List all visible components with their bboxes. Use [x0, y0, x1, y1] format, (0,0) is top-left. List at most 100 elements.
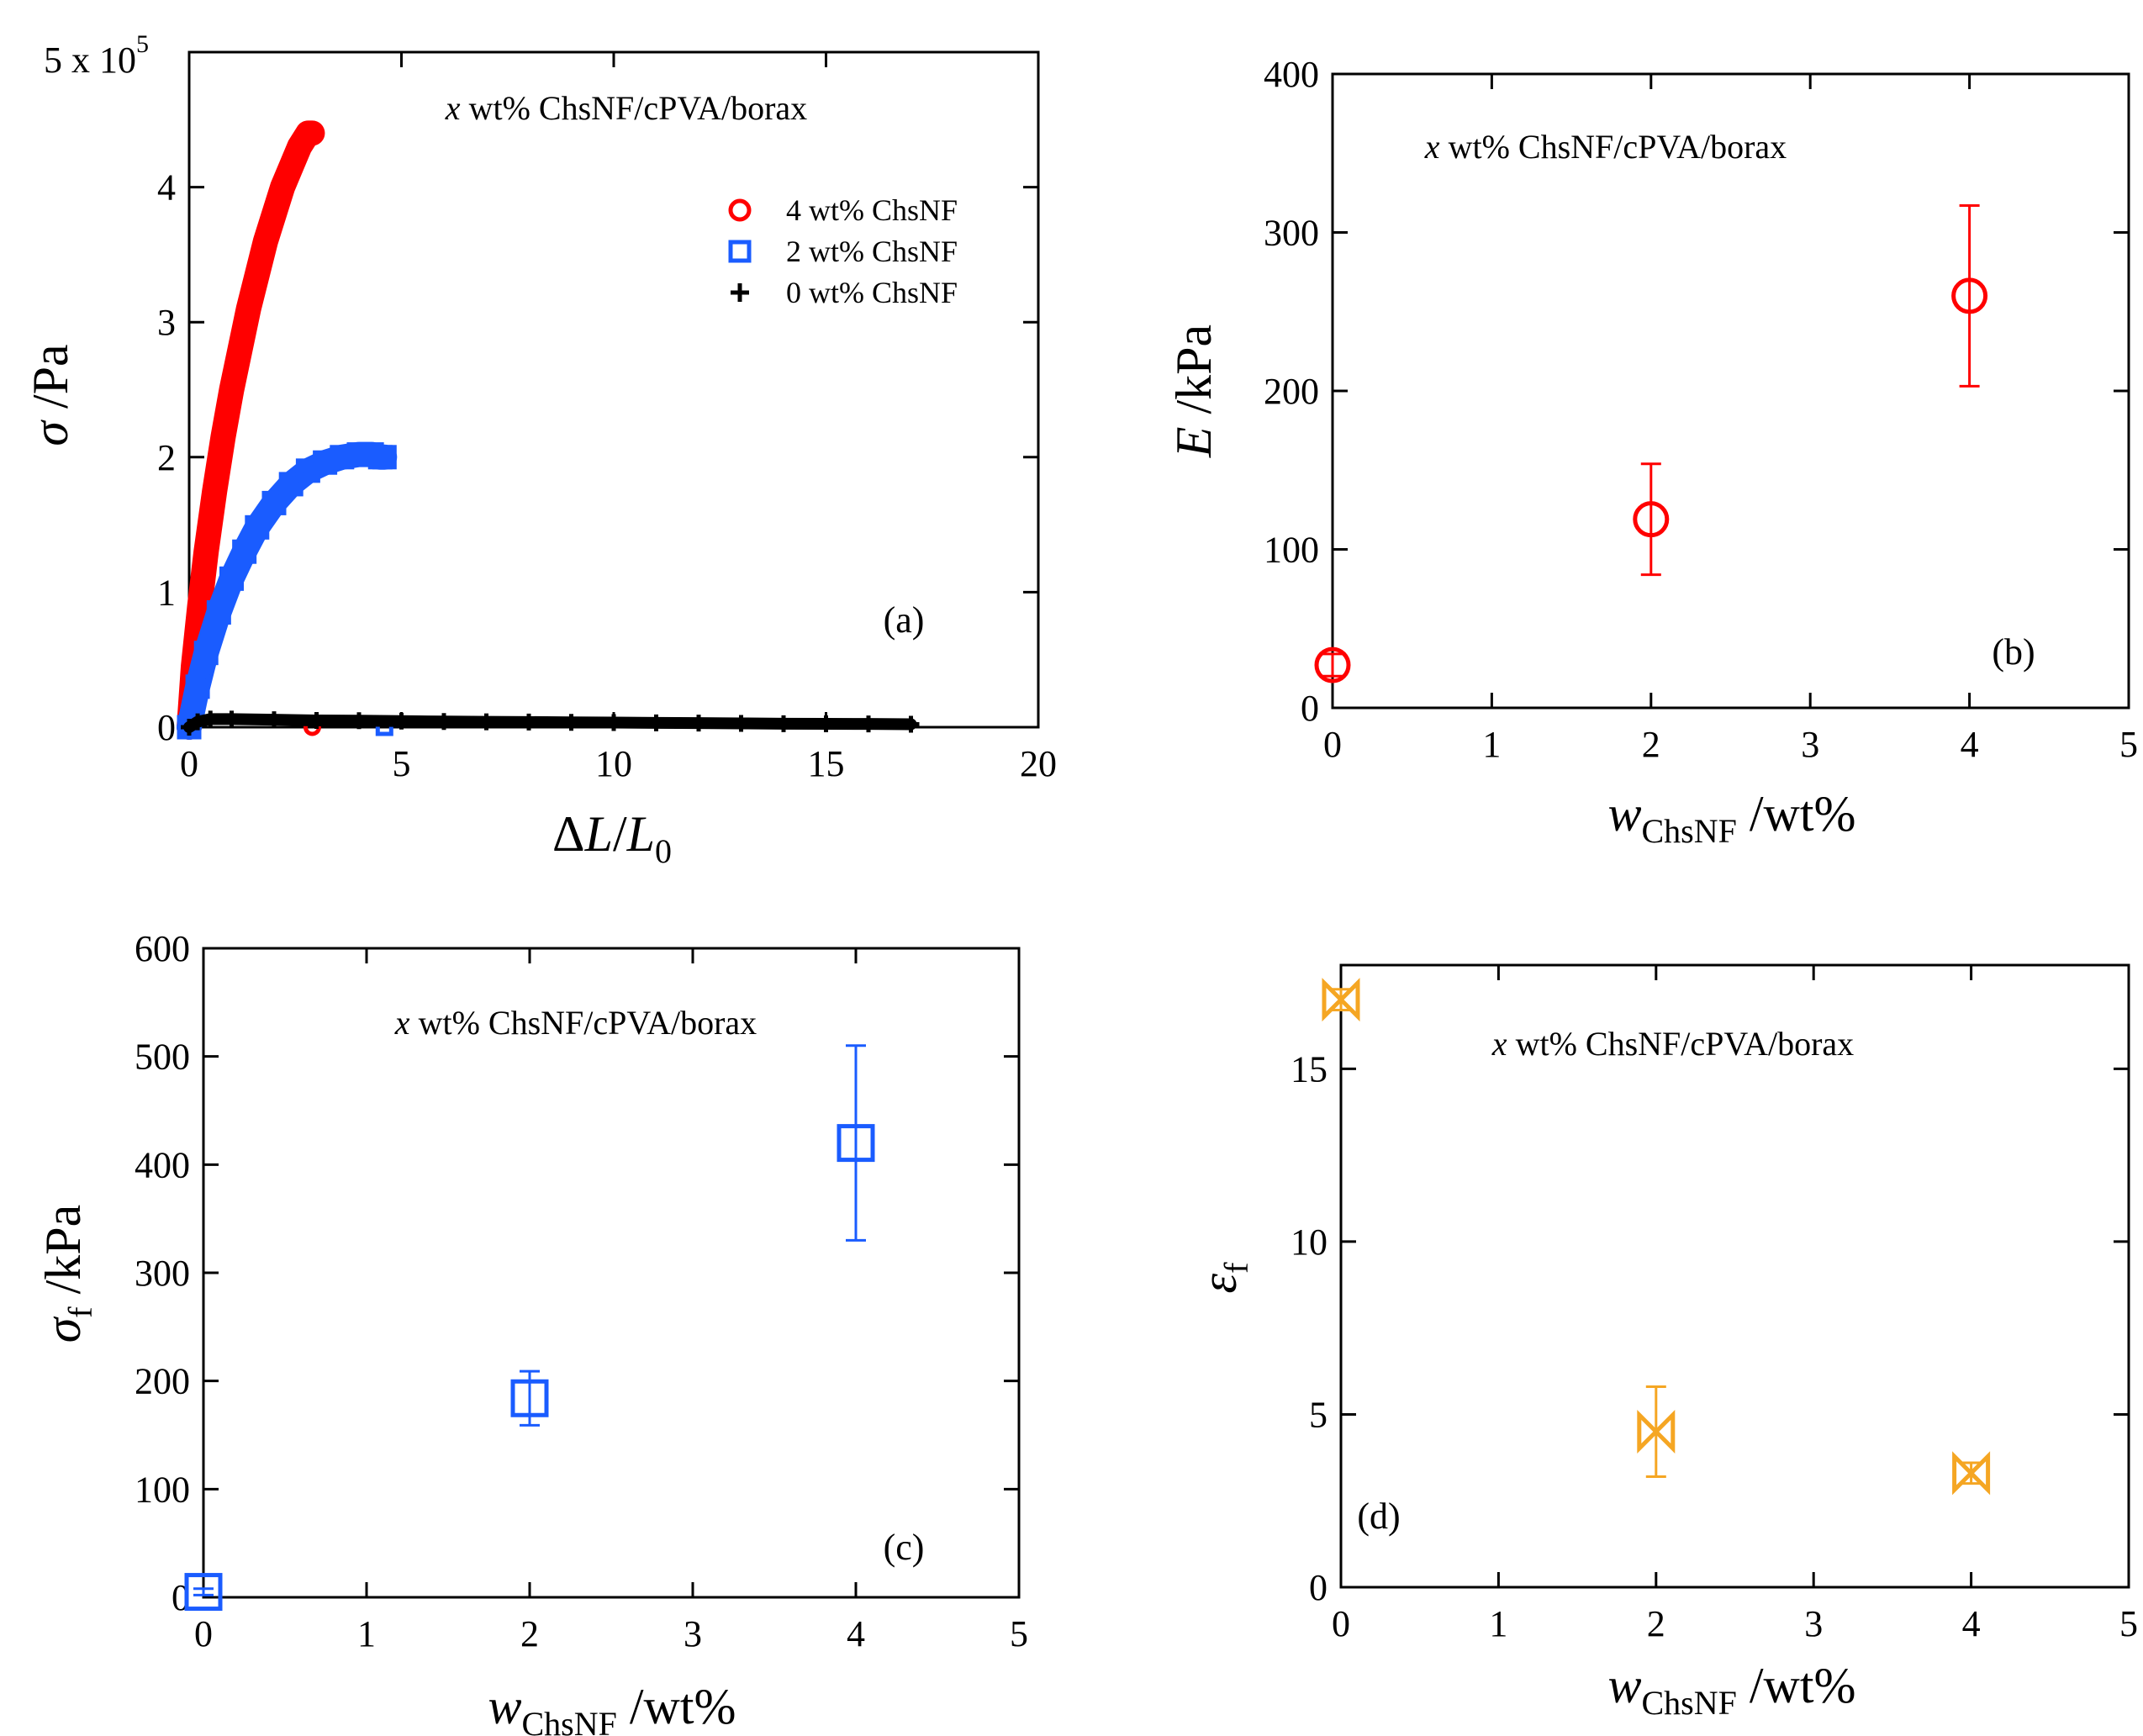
- panel-b: 0 1 2 3 4 5 0 100 200 300 400 x wt% ChsNF/cPVA/bora…: [1166, 54, 2138, 850]
- x-tick-label: 3: [1804, 1603, 1823, 1644]
- data-point: [372, 445, 397, 470]
- y-tick-label: 0: [157, 707, 176, 748]
- y-tick-label: 4: [157, 167, 176, 208]
- data-point: [219, 377, 244, 402]
- x-tick-label: 0: [194, 1613, 213, 1654]
- data-point: [837, 1124, 875, 1163]
- series-line: [177, 120, 325, 740]
- data-point: [562, 714, 580, 731]
- data-point: [261, 202, 287, 227]
- error-bar: [1640, 462, 1661, 577]
- data-point: [253, 229, 278, 254]
- data-point: [266, 711, 282, 729]
- x-tick-label: 2: [1642, 724, 1660, 765]
- panel-label: (d): [1357, 1496, 1400, 1537]
- data-point: [232, 539, 257, 564]
- data-point: [1952, 1451, 1991, 1496]
- error-bar: [1959, 203, 1980, 388]
- data-point: [313, 450, 338, 475]
- y-tick-label: 2: [157, 437, 176, 478]
- error-bar: [846, 1044, 866, 1242]
- x-tick-label: 5: [2119, 724, 2138, 765]
- y-tick-label: 5: [1309, 1394, 1327, 1435]
- panel-a: 0 5 10 15 20 0 1 2 3 4 x wt% ChsNF/cPVA/borax (a) ΔL…: [23, 30, 1057, 870]
- y-tick-label: 500: [135, 1037, 190, 1078]
- data-point: [605, 714, 622, 731]
- x-tick-label: 4: [847, 1613, 865, 1654]
- x-axis-label: ΔL/L0: [552, 806, 672, 870]
- data-point: [393, 712, 410, 730]
- data-point: [520, 713, 537, 731]
- x-tick-label: 20: [1020, 743, 1057, 784]
- y-tick-label: 10: [1291, 1222, 1327, 1263]
- data-point: [278, 155, 304, 180]
- plot-frame: [1339, 963, 2130, 1589]
- x-tick-label: 0: [1323, 724, 1342, 765]
- data-point: [478, 713, 495, 731]
- x-axis-label: wChsNF /wt%: [488, 1679, 736, 1736]
- y-tick-label: 15: [1291, 1048, 1327, 1090]
- data-point: [435, 713, 452, 731]
- x-tick-label: 4: [1962, 1603, 1981, 1644]
- x-tick-label: 1: [1482, 724, 1501, 765]
- data-point: [902, 715, 920, 733]
- series-0: [1322, 978, 1991, 1496]
- data-point: [690, 715, 707, 732]
- data-point: [210, 425, 235, 450]
- error-bar: [193, 1587, 214, 1596]
- data-point: [647, 714, 665, 731]
- error-bar: [1322, 652, 1343, 678]
- y-axis-label: σf /kPa: [35, 1205, 99, 1343]
- y-axis-label: E /kPa: [1166, 325, 1222, 458]
- series-0: [1314, 203, 1988, 683]
- y-axis-label: σ /Pa: [23, 344, 78, 446]
- series-line: [183, 713, 917, 733]
- chart-title: x wt% ChsNF/cPVA/borax: [1424, 128, 1787, 166]
- y-tick-label: 600: [135, 928, 190, 969]
- data-point: [245, 262, 270, 288]
- data-point: [202, 710, 219, 728]
- data-point: [181, 719, 198, 736]
- series-0: [184, 1044, 875, 1612]
- y-tick-label: 200: [135, 1361, 190, 1402]
- series-1: [177, 441, 398, 740]
- data-point: [193, 539, 219, 564]
- data-point: [223, 710, 240, 728]
- x-tick-label: 1: [1489, 1603, 1507, 1644]
- data-point: [817, 715, 835, 732]
- panel-d: 0 1 2 3 4 5 0 5 10 15 x wt% ChsNF/cPVA/borax (d) wCh…: [1191, 963, 2138, 1722]
- x-axis-label: wChsNF /wt%: [1607, 786, 1855, 850]
- plot-frame: [1331, 72, 2130, 710]
- data-point: [731, 283, 749, 302]
- data-point: [206, 599, 231, 625]
- y-tick-label: 200: [1264, 371, 1319, 412]
- y-multiplier: 5 x 105: [44, 30, 149, 81]
- legend-entry: 2 wt% ChsNF: [786, 235, 958, 268]
- data-point: [1951, 277, 1988, 314]
- data-point: [510, 1379, 549, 1417]
- y-tick-label: 3: [157, 302, 176, 343]
- data-point: [308, 711, 325, 729]
- data-point: [184, 1573, 223, 1612]
- data-point: [278, 472, 304, 497]
- x-axis-label: wChsNF /wt%: [1607, 1658, 1855, 1722]
- chart-title: x wt% ChsNF/cPVA/borax: [1491, 1025, 1854, 1063]
- data-point: [732, 715, 750, 732]
- y-tick-label: 100: [1264, 530, 1319, 571]
- data-point: [236, 296, 261, 321]
- data-point: [228, 336, 253, 361]
- panel-label: (b): [1992, 631, 2035, 673]
- x-tick-label: 4: [1961, 724, 1979, 765]
- data-point: [189, 713, 207, 731]
- panel-label: (a): [884, 599, 925, 641]
- x-tick-label: 15: [808, 743, 845, 784]
- x-tick-label: 1: [357, 1613, 376, 1654]
- data-point: [330, 445, 355, 470]
- chart-title: x wt% ChsNF/cPVA/borax: [445, 89, 807, 127]
- plot-frame: [202, 947, 1021, 1599]
- y-tick-label: 300: [1264, 213, 1319, 254]
- y-tick-label: 400: [135, 1144, 190, 1185]
- error-bar: [520, 1369, 540, 1427]
